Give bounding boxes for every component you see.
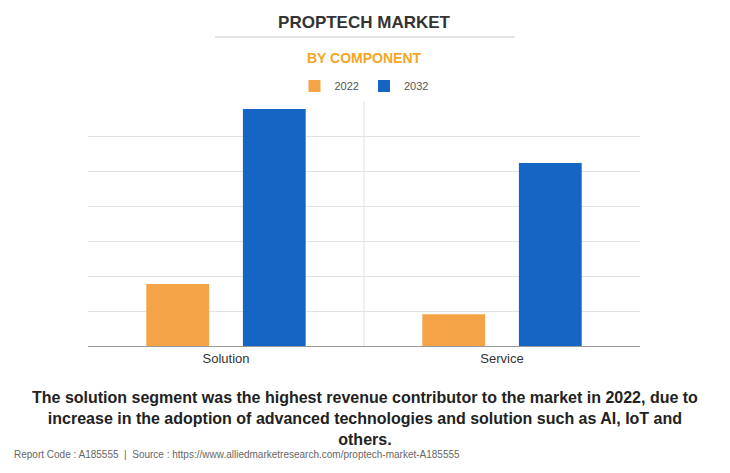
svg-text:2022: 2022 — [335, 80, 359, 92]
svg-text:2032: 2032 — [404, 80, 428, 92]
svg-text:Service: Service — [480, 351, 523, 366]
svg-text:Report Code : A185555 | Sour: Report Code : A185555 | Source : https:/… — [14, 449, 460, 460]
svg-text:Solution: Solution — [203, 351, 250, 366]
svg-text:BY COMPONENT: BY COMPONENT — [307, 50, 422, 66]
svg-text:The solution segment was the h: The solution segment was the highest rev… — [32, 389, 698, 448]
svg-text:PROPTECH MARKET: PROPTECH MARKET — [278, 13, 451, 32]
